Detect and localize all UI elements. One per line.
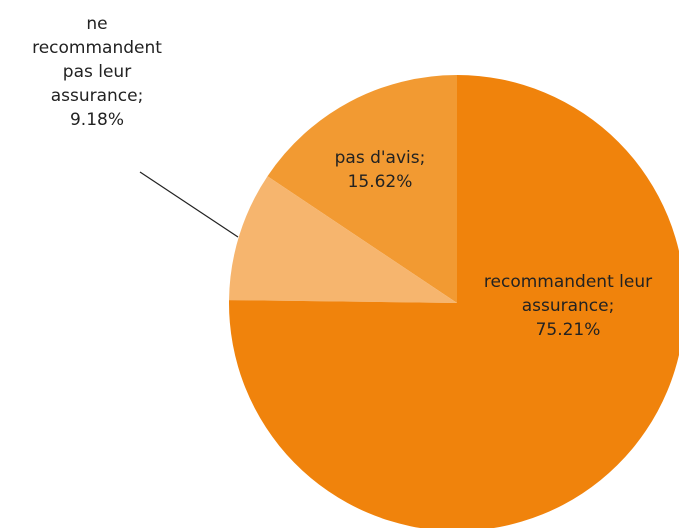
value-label: 15.62% xyxy=(347,172,413,192)
category-label: ne recommandent pas leur assurance; xyxy=(32,14,162,106)
value-label: 9.18% xyxy=(69,110,124,130)
pie-slice xyxy=(229,75,679,528)
leader-line xyxy=(139,171,239,238)
category-label: pas d'avis; xyxy=(334,148,426,168)
pie-slice xyxy=(267,75,457,303)
value-label: 75.21% xyxy=(535,320,601,340)
slice-label: ne recommandent pas leur assurance; 9.18% xyxy=(22,12,172,132)
slice-label: recommandent leur assurance; 75.21% xyxy=(473,270,663,342)
pie-slice xyxy=(229,176,457,303)
category-label: recommandent leur assurance; xyxy=(483,272,653,316)
slice-label: pas d'avis; 15.62% xyxy=(305,146,455,194)
